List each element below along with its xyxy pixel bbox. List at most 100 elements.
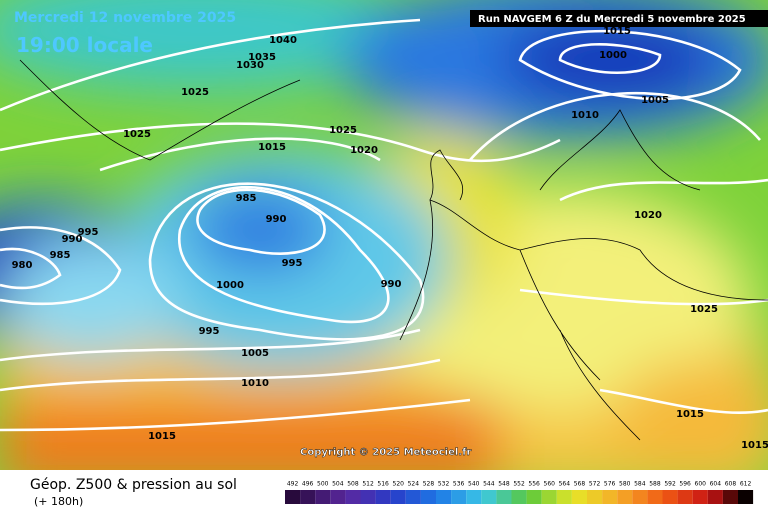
isobar-label: 1015	[603, 26, 631, 37]
map-time: 19:00 locale	[16, 33, 153, 57]
scale-label: 524	[408, 481, 420, 488]
isobar-label: 980	[12, 260, 33, 271]
scale-label: 564	[559, 481, 571, 488]
run-info: Run NAVGEM 6 Z du Mercredi 5 novembre 20…	[478, 14, 746, 25]
isobar-label: 1025	[181, 87, 209, 98]
lead-time: (+ 180h)	[34, 495, 83, 508]
isobar-label: 995	[199, 326, 220, 337]
isobar-label: 1040	[269, 35, 297, 46]
isobar-label: 1025	[690, 304, 718, 315]
scale-swatch	[466, 490, 482, 504]
run-banner	[470, 10, 768, 27]
scale-label: 540	[468, 481, 480, 488]
scale-label: 528	[423, 481, 435, 488]
scale-swatch	[602, 490, 618, 504]
isobar-label: 1010	[571, 110, 599, 121]
scale-label: 612	[740, 481, 752, 488]
scale-label: 560	[544, 481, 556, 488]
scale-swatch	[707, 490, 723, 504]
scale-label: 512	[362, 481, 374, 488]
isobar-label: 1005	[641, 95, 669, 106]
color-scale: 492 496 500 504 508 512 516 520 524 528 532 536 540 5…	[285, 481, 754, 504]
copyright: Copyright © 2025 Meteociel.fr	[300, 447, 471, 458]
isobar-label: 995	[282, 258, 303, 269]
scale-label: 516	[377, 481, 389, 488]
scale-swatch	[360, 490, 376, 504]
scale-label: 508	[347, 481, 359, 488]
coastlines	[19, 59, 768, 441]
scale-swatch	[738, 490, 754, 504]
map-date: Mercredi 12 novembre 2025	[14, 10, 236, 26]
isobar-label: 990	[62, 234, 83, 245]
scale-label: 536	[453, 481, 465, 488]
scale-swatch	[632, 490, 648, 504]
scale-swatch	[647, 490, 663, 504]
isobar-label: 1005	[241, 348, 269, 359]
scale-swatch	[587, 490, 603, 504]
isobar-label: 1015	[258, 142, 286, 153]
scale-label: 556	[528, 481, 540, 488]
scale-label: 532	[438, 481, 450, 488]
scale-swatch	[420, 490, 436, 504]
scale-label: 568	[574, 481, 586, 488]
scale-swatch	[405, 490, 421, 504]
scale-swatch	[662, 490, 678, 504]
scale-label: 608	[725, 481, 737, 488]
isobar-label: 1020	[350, 145, 378, 156]
scale-swatch	[436, 490, 452, 504]
scale-label: 500	[317, 481, 329, 488]
isobar-label: 1015	[148, 431, 176, 442]
scale-swatch	[571, 490, 587, 504]
isobar-label: 1000	[216, 280, 244, 291]
scale-swatch	[345, 490, 361, 504]
scale-swatch	[722, 490, 738, 504]
scale-label: 492	[287, 481, 299, 488]
isobar-label: 995	[78, 227, 99, 238]
isobar-label: 1000	[599, 50, 627, 61]
scale-label: 580	[619, 481, 631, 488]
scale-label: 552	[513, 481, 525, 488]
scale-swatch	[375, 490, 391, 504]
isobar-label: 990	[381, 279, 402, 290]
isobar-label: 1020	[634, 210, 662, 221]
legend-title: Géop. Z500 & pression au sol	[30, 477, 237, 493]
isobar-label: 990	[266, 214, 287, 225]
isobar-label: 1035	[248, 52, 276, 63]
scale-label: 592	[664, 481, 676, 488]
isobar-label: 1025	[329, 125, 357, 136]
scale-label: 520	[393, 481, 405, 488]
isobar-label: 1025	[123, 129, 151, 140]
scale-label: 604	[710, 481, 722, 488]
scale-swatch	[526, 490, 542, 504]
isobar-label: 1010	[241, 378, 269, 389]
scale-swatch	[617, 490, 633, 504]
scale-swatch	[541, 490, 557, 504]
scale-swatch	[496, 490, 512, 504]
scale-label: 588	[649, 481, 661, 488]
scale-label: 548	[498, 481, 510, 488]
scale-swatch	[315, 490, 331, 504]
scale-label: 576	[604, 481, 616, 488]
scale-swatch	[285, 490, 301, 504]
scale-label: 584	[634, 481, 646, 488]
isobar-label: 1015	[741, 440, 768, 451]
isobar-labels: 1040 1035 1030 1025 1025 1025 1015 1020 …	[12, 26, 768, 451]
geopotential-field	[0, 0, 768, 470]
scale-swatch	[451, 490, 467, 504]
scale-swatch	[300, 490, 316, 504]
scale-swatch	[692, 490, 708, 504]
isobar-label: 1015	[676, 409, 704, 420]
scale-swatch	[330, 490, 346, 504]
isobar-label: 985	[236, 193, 257, 204]
scale-swatch	[481, 490, 497, 504]
isobar-label: 985	[50, 250, 71, 261]
scale-label: 596	[679, 481, 691, 488]
isobar-label: 1030	[236, 60, 264, 71]
scale-label: 572	[589, 481, 601, 488]
scale-swatch	[390, 490, 406, 504]
scale-label: 496	[302, 481, 314, 488]
scale-label: 600	[695, 481, 707, 488]
scale-swatch	[556, 490, 572, 504]
